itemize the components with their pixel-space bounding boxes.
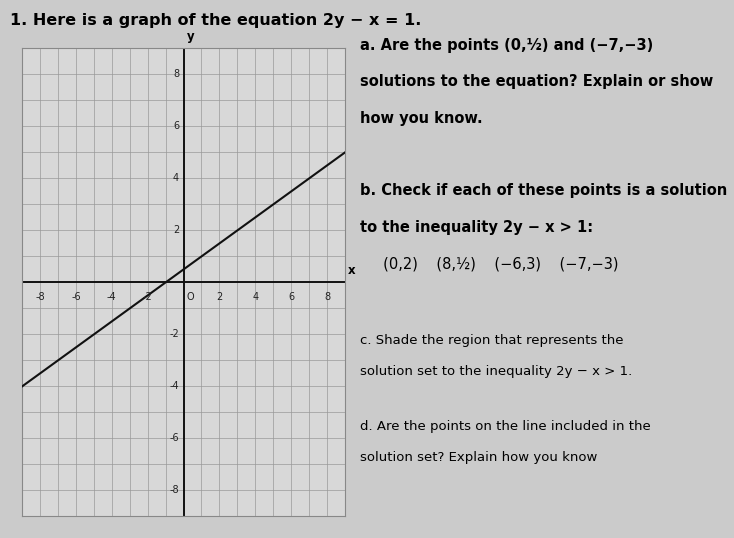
Text: y: y [187,30,195,43]
Text: -2: -2 [170,329,179,339]
Text: 4: 4 [173,173,179,183]
Text: -6: -6 [71,292,81,302]
Text: -8: -8 [35,292,45,302]
Text: 6: 6 [173,122,179,131]
Text: -6: -6 [170,434,179,443]
Text: to the inequality 2y − x > 1:: to the inequality 2y − x > 1: [360,220,593,235]
Text: 8: 8 [173,69,179,80]
Text: b. Check if each of these points is a solution: b. Check if each of these points is a so… [360,183,727,198]
Text: (0,2)    (8,½)    (−6,3)    (−7,−3): (0,2) (8,½) (−6,3) (−7,−3) [360,256,618,271]
Text: solution set to the inequality 2y − x > 1.: solution set to the inequality 2y − x > … [360,365,632,378]
Text: solution set? Explain how you know: solution set? Explain how you know [360,451,597,464]
Text: how you know.: how you know. [360,111,482,126]
Text: 1. Here is a graph of the equation 2y − x = 1.: 1. Here is a graph of the equation 2y − … [10,13,421,29]
Text: -4: -4 [107,292,117,302]
Text: -2: -2 [142,292,153,302]
Text: x: x [348,264,355,277]
Text: a. Are the points (0,½) and (−7,−3): a. Are the points (0,½) and (−7,−3) [360,38,653,53]
Text: d. Are the points on the line included in the: d. Are the points on the line included i… [360,420,650,433]
Text: 6: 6 [288,292,294,302]
Text: -8: -8 [170,485,179,495]
Text: -4: -4 [170,381,179,392]
Text: 2: 2 [217,292,222,302]
Text: O: O [186,292,195,302]
Text: 2: 2 [172,225,179,236]
Text: 4: 4 [252,292,258,302]
Text: c. Shade the region that represents the: c. Shade the region that represents the [360,334,623,346]
Text: solutions to the equation? Explain or show: solutions to the equation? Explain or sh… [360,74,713,89]
Text: 8: 8 [324,292,330,302]
